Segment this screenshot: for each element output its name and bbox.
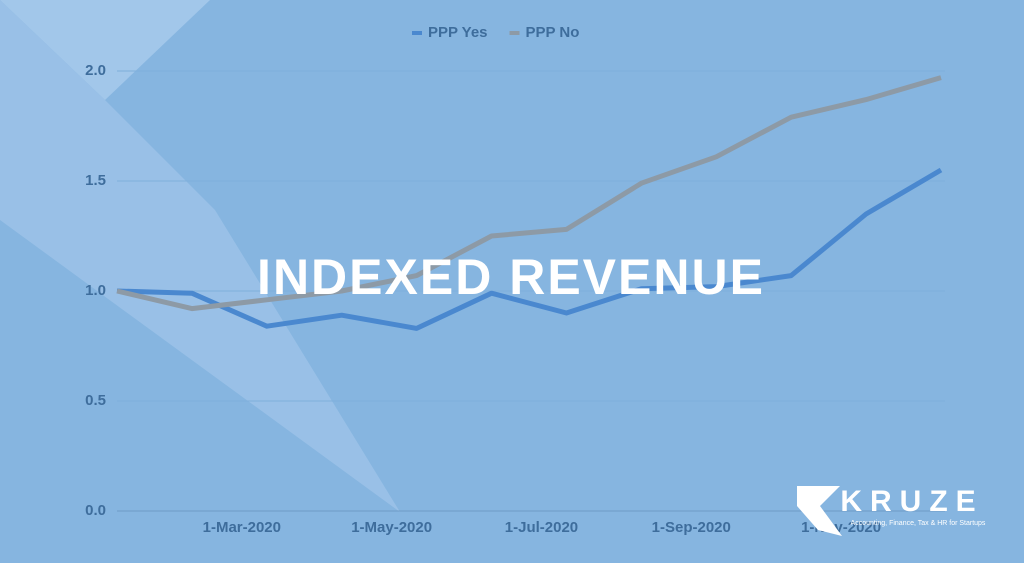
legend-label: PPP No — [526, 24, 580, 41]
decor — [0, 0, 210, 100]
y-tick-label: 2.0 — [85, 62, 106, 79]
logo-mark — [797, 486, 842, 536]
y-tick-label: 1.0 — [85, 282, 106, 299]
x-tick-label: 1-Jul-2020 — [505, 519, 578, 536]
overlay-title: INDEXED REVENUE — [257, 249, 765, 305]
y-tick-label: 0.0 — [85, 502, 106, 519]
x-tick-label: 1-Sep-2020 — [652, 519, 731, 536]
y-tick-label: 0.5 — [85, 392, 106, 409]
series-line — [116, 75, 942, 312]
x-tick-label: 1-May-2020 — [351, 519, 432, 536]
tagline: Accounting, Finance, Tax & HR for Startu… — [851, 520, 986, 527]
legend-label: PPP Yes — [428, 24, 488, 41]
x-tick-label: 1-Mar-2020 — [203, 519, 281, 536]
series-line — [116, 167, 943, 331]
decor — [0, 0, 400, 512]
logo: KRUZE — [840, 485, 983, 518]
y-tick-label: 1.5 — [85, 172, 106, 189]
